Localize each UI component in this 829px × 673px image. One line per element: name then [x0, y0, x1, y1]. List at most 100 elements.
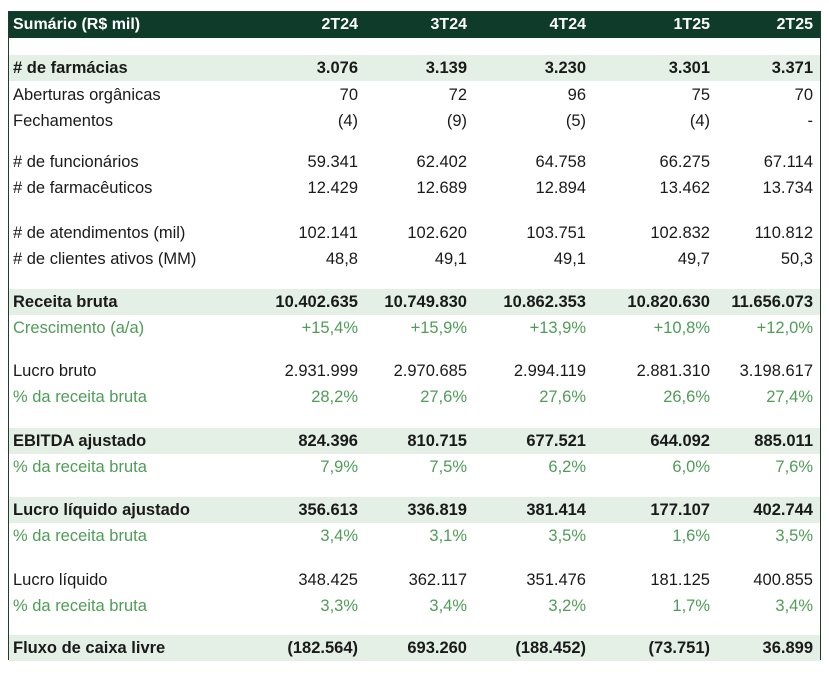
- row-label: # de atendimentos (mil): [13, 224, 186, 242]
- row-value: (5): [565, 112, 586, 130]
- row-label: % da receita bruta: [13, 597, 147, 615]
- row-value: 27,6%: [539, 388, 586, 406]
- row-value: 70: [794, 86, 813, 104]
- period-header: 1T25: [673, 16, 710, 33]
- row-lucro-liquido: Lucro líquido 348.425 362.117 351.476 18…: [9, 567, 820, 593]
- row-value: +15,4%: [301, 319, 358, 337]
- row-value: 10.820.630: [627, 293, 710, 311]
- row-atendimentos: # de atendimentos (mil) 102.141 102.620 …: [9, 220, 820, 246]
- row-label: # de funcionários: [13, 153, 139, 171]
- row-value: 6,0%: [672, 458, 710, 476]
- row-value: 7,9%: [320, 458, 358, 476]
- row-funcionarios: # de funcionários 59.341 62.402 64.758 6…: [9, 149, 820, 175]
- row-value: 110.812: [754, 224, 813, 242]
- row-value: 351.476: [526, 571, 586, 589]
- row-value: 2.931.999: [284, 362, 358, 380]
- row-farmaceuticos: # de farmacêuticos 12.429 12.689 12.894 …: [9, 175, 820, 201]
- row-aberturas: Aberturas orgânicas 70 72 96 75 70: [9, 82, 820, 108]
- row-value: (188.452): [515, 639, 586, 657]
- row-value: 400.855: [753, 571, 813, 589]
- row-value: 49,1: [553, 250, 586, 268]
- row-value: 3.139: [425, 59, 467, 77]
- row-value: 10.862.353: [503, 293, 586, 311]
- row-value: 381.414: [526, 501, 586, 519]
- row-label: # de clientes ativos (MM): [13, 250, 197, 268]
- row-value: (9): [446, 112, 467, 130]
- row-value: 11.656.073: [731, 293, 813, 311]
- row-label: % da receita bruta: [13, 527, 147, 545]
- row-value: 3,4%: [775, 597, 813, 615]
- row-lucro-liquido-ajustado: Lucro líquido ajustado 356.613 336.819 3…: [9, 497, 820, 523]
- period-header: 4T24: [549, 16, 586, 33]
- row-margem-liquida: % da receita bruta 3,3% 3,4% 3,2% 1,7% 3…: [9, 593, 820, 619]
- row-value: 3.076: [316, 59, 358, 77]
- table-title: Sumário (R$ mil): [13, 16, 141, 33]
- row-value: (73.751): [648, 639, 710, 657]
- period-header: 2T24: [321, 16, 358, 33]
- row-value: 49,7: [677, 250, 710, 268]
- row-value: 28,2%: [311, 388, 358, 406]
- row-value: 66.275: [659, 153, 710, 171]
- row-value: 6,2%: [548, 458, 586, 476]
- row-value: 12.429: [307, 179, 358, 197]
- row-value: 13.462: [659, 179, 710, 197]
- row-value: +10,8%: [653, 319, 710, 337]
- row-value: 10.749.830: [384, 293, 467, 311]
- row-value: 70: [339, 86, 358, 104]
- row-value: +12,0%: [756, 319, 813, 337]
- row-value: 3,2%: [548, 597, 586, 615]
- row-margem-bruta: % da receita bruta 28,2% 27,6% 27,6% 26,…: [9, 384, 820, 410]
- row-label: Lucro bruto: [13, 362, 97, 380]
- row-value: 10.402.635: [275, 293, 358, 311]
- row-value: 362.117: [408, 571, 467, 589]
- row-value: 7,5%: [429, 458, 467, 476]
- row-value: 3,1%: [429, 527, 467, 545]
- row-value: (4): [689, 112, 710, 130]
- row-lucro-bruto: Lucro bruto 2.931.999 2.970.685 2.994.11…: [9, 358, 820, 384]
- row-value: 2.994.119: [513, 362, 586, 380]
- row-value: 2.970.685: [393, 362, 467, 380]
- period-header: 3T24: [430, 16, 467, 33]
- row-clientes-ativos: # de clientes ativos (MM) 48,8 49,1 49,1…: [9, 246, 820, 272]
- row-value: 3,4%: [320, 527, 358, 545]
- row-label: Fluxo de caixa livre: [13, 639, 166, 657]
- row-value: 27,4%: [766, 388, 813, 406]
- row-value: 62.402: [416, 153, 467, 171]
- row-value: 3.371: [771, 59, 813, 77]
- row-label: # de farmácias: [13, 59, 128, 77]
- row-value: 885.011: [754, 432, 813, 450]
- row-value: +13,9%: [529, 319, 586, 337]
- row-value: 27,6%: [420, 388, 467, 406]
- row-label: Lucro líquido ajustado: [13, 501, 190, 519]
- row-value: 3,5%: [548, 527, 586, 545]
- row-value: 348.425: [298, 571, 358, 589]
- row-value: (4): [337, 112, 358, 130]
- row-value: 1,7%: [672, 597, 710, 615]
- table-header: Sumário (R$ mil) 2T24 3T24 4T24 1T25 2T2…: [9, 12, 820, 38]
- row-value: 693.260: [407, 639, 467, 657]
- row-margem-ebitda: % da receita bruta 7,9% 7,5% 6,2% 6,0% 7…: [9, 454, 820, 480]
- row-value: 3.230: [544, 59, 586, 77]
- row-label: % da receita bruta: [13, 388, 147, 406]
- row-value: 824.396: [298, 432, 358, 450]
- row-crescimento: Crescimento (a/a) +15,4% +15,9% +13,9% +…: [9, 315, 820, 341]
- row-ebitda-ajustado: EBITDA ajustado 824.396 810.715 677.521 …: [9, 428, 820, 454]
- row-label: Crescimento (a/a): [13, 319, 145, 337]
- row-value: 3.198.617: [739, 362, 813, 380]
- row-label: Lucro líquido: [13, 571, 108, 589]
- row-value: 49,1: [434, 250, 467, 268]
- row-value: 103.751: [526, 224, 586, 242]
- row-value: 96: [567, 86, 586, 104]
- row-value: 3.301: [668, 59, 710, 77]
- row-fluxo-caixa-livre: Fluxo de caixa livre (182.564) 693.260 (…: [9, 635, 820, 661]
- row-value: 677.521: [526, 432, 586, 450]
- row-value: +15,9%: [410, 319, 467, 337]
- row-value: 402.744: [753, 501, 813, 519]
- row-value: 48,8: [325, 250, 358, 268]
- row-value: 181.125: [650, 571, 710, 589]
- period-header: 2T25: [776, 16, 813, 33]
- row-value: 102.832: [650, 224, 710, 242]
- row-value: 3,3%: [320, 597, 358, 615]
- row-value: 72: [448, 86, 467, 104]
- row-value: 3,4%: [429, 597, 467, 615]
